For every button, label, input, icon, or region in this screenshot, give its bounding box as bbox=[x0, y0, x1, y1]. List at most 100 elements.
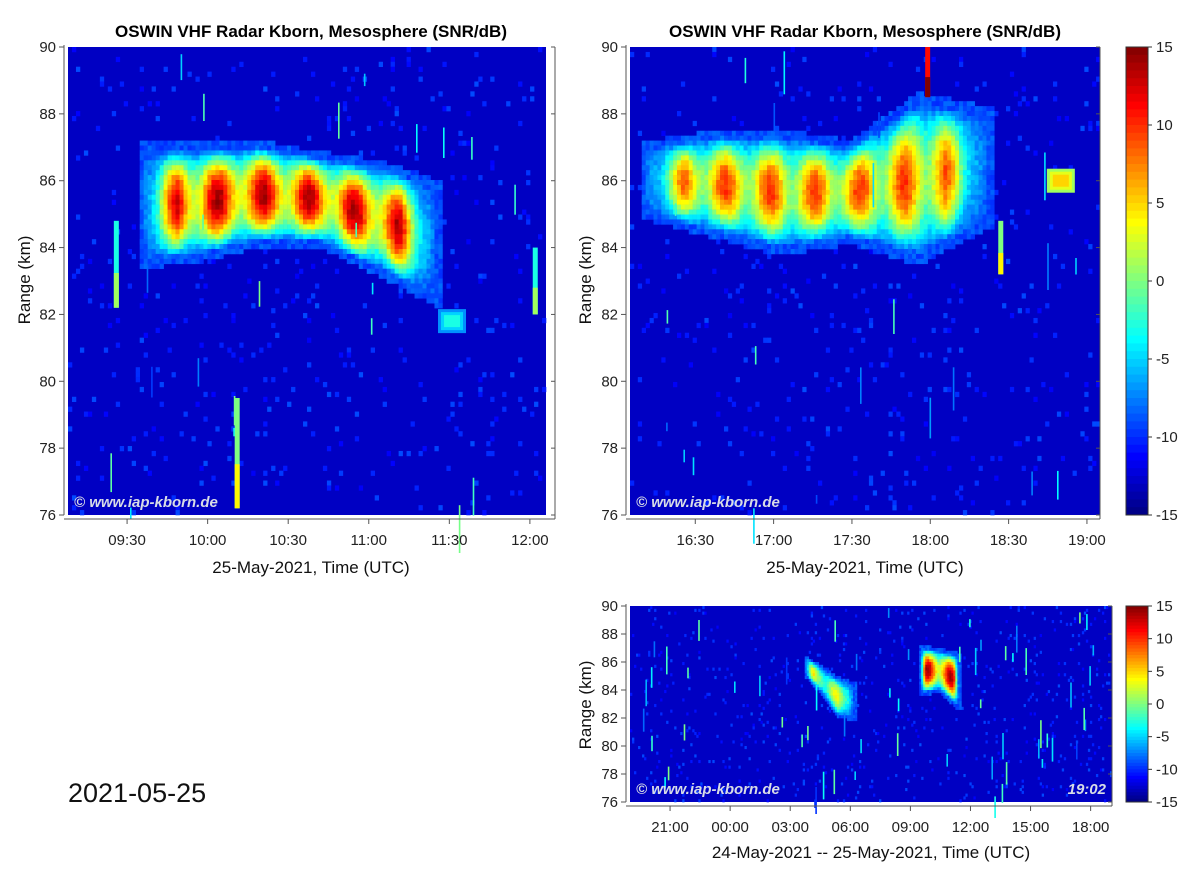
heatmap-cell bbox=[970, 175, 975, 181]
heatmap-cell bbox=[310, 175, 316, 181]
heatmap-cell bbox=[778, 199, 784, 205]
heatmap-cell bbox=[374, 229, 379, 235]
heatmap-cell bbox=[259, 229, 264, 235]
heatmap-cell bbox=[227, 199, 232, 205]
heatmap-cell bbox=[378, 263, 383, 269]
heatmap-cell bbox=[322, 160, 328, 166]
heatmap-cell bbox=[853, 180, 858, 186]
heatmap-cell bbox=[378, 189, 383, 196]
heatmap-cell bbox=[179, 234, 184, 240]
heatmap-cell bbox=[959, 106, 964, 112]
heatmap-cell bbox=[243, 386, 248, 393]
heatmap-cell bbox=[735, 234, 740, 240]
heatmap-cell bbox=[939, 155, 944, 161]
heatmap-cell bbox=[774, 130, 780, 136]
heatmap-cell bbox=[908, 145, 913, 151]
heatmap-cell bbox=[884, 150, 889, 156]
heatmap-cell bbox=[923, 234, 928, 240]
heatmap-cell bbox=[354, 189, 360, 196]
heatmap-cell bbox=[665, 189, 670, 196]
heatmap-cell bbox=[677, 150, 682, 156]
heatmap-cell bbox=[747, 406, 752, 412]
heatmap-cell bbox=[884, 140, 889, 146]
heatmap-cell bbox=[151, 204, 156, 210]
heatmap-cell bbox=[490, 450, 495, 457]
heatmap-cell bbox=[688, 219, 693, 225]
heatmap-cell bbox=[700, 155, 705, 161]
heatmap-cell bbox=[287, 244, 292, 250]
heatmap-cell bbox=[362, 303, 368, 309]
heatmap-cell bbox=[868, 184, 874, 191]
heatmap-cell bbox=[947, 155, 952, 161]
heatmap-cell bbox=[243, 140, 248, 146]
heatmap-cell bbox=[486, 327, 491, 334]
heatmap-cell bbox=[318, 209, 324, 215]
heatmap-cell bbox=[318, 234, 324, 240]
heatmap-cell bbox=[418, 450, 423, 457]
heatmap-cell bbox=[207, 248, 212, 255]
heatmap-cell bbox=[414, 224, 419, 230]
heatmap-cell bbox=[199, 234, 204, 240]
heatmap-cell bbox=[378, 258, 383, 265]
heatmap-cell bbox=[962, 184, 968, 191]
heatmap-cell bbox=[299, 204, 304, 210]
heatmap-cell bbox=[802, 115, 807, 122]
heatmap-cell bbox=[1009, 71, 1015, 77]
heatmap-cell bbox=[235, 180, 240, 186]
heatmap-cell bbox=[171, 155, 176, 161]
heatmap-cell bbox=[251, 303, 256, 309]
heatmap-cell bbox=[362, 239, 368, 245]
heatmap-cell bbox=[362, 248, 368, 255]
heatmap-cell bbox=[708, 145, 713, 151]
heatmap-cell bbox=[303, 180, 308, 186]
heatmap-cell bbox=[307, 337, 312, 343]
heatmap-cell bbox=[959, 56, 964, 63]
heatmap-cell bbox=[378, 224, 383, 230]
heatmap-cell bbox=[338, 248, 344, 255]
heatmap-cell bbox=[386, 244, 391, 250]
heatmap-cell bbox=[673, 184, 678, 191]
heatmap-cell bbox=[235, 170, 240, 176]
heatmap-cell bbox=[410, 224, 415, 230]
heatmap-cell bbox=[422, 209, 427, 215]
heatmap-cell bbox=[171, 229, 176, 235]
heatmap-cell bbox=[880, 150, 885, 156]
heatmap-cell bbox=[291, 194, 296, 201]
heatmap-cell bbox=[923, 135, 928, 141]
heatmap-cell bbox=[358, 199, 364, 205]
heatmap-cell bbox=[912, 234, 917, 240]
heatmap-cell bbox=[147, 263, 152, 269]
heatmap-cell bbox=[271, 244, 276, 250]
heatmap-cell bbox=[207, 441, 212, 447]
heatmap-cell bbox=[849, 239, 854, 245]
heatmap-cell bbox=[203, 150, 208, 156]
heatmap-cell bbox=[430, 204, 435, 210]
heatmap-cell bbox=[263, 480, 268, 486]
heatmap-cell bbox=[199, 209, 204, 215]
heatmap-cell bbox=[474, 81, 479, 87]
heatmap-cell bbox=[430, 96, 435, 102]
heatmap-cell bbox=[868, 194, 874, 201]
heatmap-cell bbox=[275, 96, 280, 102]
heatmap-cell bbox=[231, 480, 236, 486]
heatmap-cell bbox=[974, 204, 979, 210]
heatmap-cell bbox=[841, 263, 846, 269]
heatmap-cell bbox=[402, 204, 407, 210]
heatmap-cell bbox=[247, 199, 252, 205]
heatmap-cell bbox=[390, 239, 395, 245]
heatmap-cell bbox=[255, 209, 260, 215]
heatmap-cell bbox=[147, 253, 152, 260]
heatmap-cell bbox=[724, 150, 729, 156]
heatmap-cell bbox=[814, 224, 819, 230]
heatmap-cell bbox=[418, 234, 423, 240]
heatmap-cell bbox=[199, 204, 204, 210]
heatmap-cell bbox=[853, 135, 858, 141]
heatmap-cell bbox=[430, 234, 435, 240]
heatmap-cell bbox=[833, 283, 838, 289]
heatmap-cell bbox=[263, 189, 268, 196]
heatmap-cell bbox=[147, 258, 152, 265]
heatmap-cell bbox=[382, 248, 387, 255]
heatmap-cell bbox=[825, 224, 831, 230]
heatmap-cell bbox=[712, 155, 717, 161]
heatmap-cell bbox=[215, 199, 220, 205]
